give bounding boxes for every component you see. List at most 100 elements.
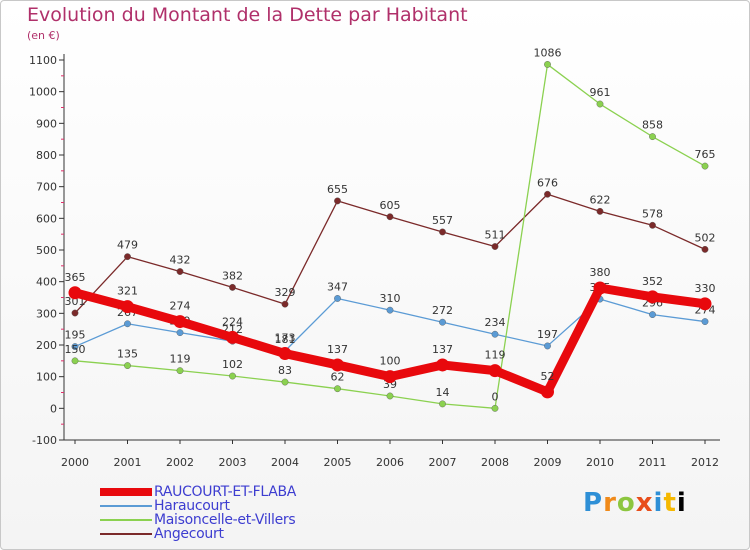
- data-point: [229, 372, 236, 380]
- y-tick-label: -100: [32, 434, 57, 447]
- y-tick-label: 700: [36, 181, 57, 194]
- chart-subtitle: (en €): [27, 29, 60, 42]
- data-label: 52: [541, 370, 555, 383]
- data-label: 137: [432, 343, 453, 356]
- data-label: 382: [222, 269, 243, 282]
- data-label: 83: [278, 364, 292, 377]
- y-tick-label: 600: [36, 212, 57, 225]
- y-tick-label: 1000: [29, 86, 57, 99]
- data-label: 119: [485, 349, 506, 362]
- data-label: 365: [65, 271, 86, 284]
- data-label: 352: [642, 275, 663, 288]
- data-point: [544, 61, 551, 68]
- data-label: 274: [170, 300, 191, 313]
- x-tick-label: 2002: [166, 456, 194, 469]
- data-point: [124, 362, 131, 369]
- data-point: [71, 309, 79, 317]
- data-label: 765: [695, 148, 716, 161]
- y-tick-label: 100: [36, 371, 57, 384]
- data-point: [229, 283, 236, 291]
- data-label: 330: [695, 282, 716, 295]
- x-tick-label: 2010: [586, 456, 614, 469]
- y-tick-label: 300: [36, 307, 57, 320]
- data-point: [701, 162, 709, 170]
- data-label: 195: [65, 329, 86, 342]
- data-point: [68, 286, 82, 300]
- data-point: [383, 370, 397, 384]
- data-point: [334, 295, 341, 302]
- data-point: [173, 315, 187, 329]
- data-label: 511: [485, 229, 506, 242]
- data-label: 605: [380, 199, 401, 212]
- data-point: [649, 221, 656, 229]
- x-tick-label: 2007: [429, 456, 457, 469]
- data-point: [701, 245, 709, 253]
- data-point: [491, 330, 499, 338]
- data-label: 173: [275, 332, 296, 345]
- data-point: [176, 329, 184, 337]
- data-point: [386, 213, 394, 221]
- x-tick-label: 2006: [376, 456, 404, 469]
- data-point: [121, 300, 134, 314]
- data-point: [439, 400, 446, 408]
- data-point: [71, 357, 79, 365]
- data-point: [649, 133, 656, 141]
- data-label: 557: [432, 214, 453, 227]
- data-label: 380: [590, 266, 611, 279]
- data-point: [488, 364, 502, 378]
- data-label: 858: [642, 119, 663, 132]
- data-point: [176, 268, 184, 275]
- data-label: 181: [275, 333, 296, 346]
- data-label: 197: [537, 328, 558, 341]
- data-label: 1086: [534, 46, 562, 59]
- legend-label: Angecourt: [154, 526, 224, 542]
- x-tick-label: 2011: [639, 456, 667, 469]
- data-point: [698, 297, 712, 311]
- data-label: 100: [380, 355, 401, 368]
- data-label: 329: [275, 286, 296, 299]
- data-point: [331, 358, 344, 372]
- series-0: 365 321 274 224 173 137 100 137 119 52 380 352 330: [65, 266, 716, 399]
- data-point: [439, 228, 446, 236]
- y-tick-label: 800: [36, 149, 57, 162]
- x-tick-label: 2003: [219, 456, 247, 469]
- legend-swatch: [100, 505, 152, 507]
- data-label: 14: [436, 386, 450, 399]
- data-point: [544, 342, 551, 350]
- legend-label: Haraucourt: [154, 498, 230, 514]
- data-point: [334, 197, 341, 205]
- data-point: [439, 318, 446, 326]
- data-label: 622: [590, 193, 611, 206]
- y-tick-label: 400: [36, 276, 57, 289]
- data-point: [593, 281, 607, 295]
- data-point: [281, 378, 289, 386]
- data-label: 135: [117, 348, 138, 361]
- proxiti-logo: Proxiti: [583, 488, 687, 518]
- data-point: [124, 253, 131, 261]
- data-point: [596, 207, 604, 215]
- data-point: [544, 190, 551, 198]
- data-label: 0: [492, 390, 499, 403]
- data-label: 150: [65, 343, 86, 356]
- data-label: 272: [432, 304, 453, 317]
- data-label: 479: [117, 239, 138, 252]
- data-label: 234: [485, 316, 506, 329]
- legend-swatch: [100, 519, 152, 521]
- data-label: 102: [222, 358, 243, 371]
- data-label: 62: [331, 371, 345, 384]
- data-point: [334, 385, 341, 393]
- data-label: 137: [327, 343, 348, 356]
- data-point: [71, 343, 79, 350]
- data-point: [649, 311, 656, 318]
- data-point: [436, 358, 449, 372]
- data-point: [278, 347, 292, 361]
- data-label: 321: [117, 285, 138, 298]
- y-tick-label: 0: [50, 402, 57, 415]
- data-label: 655: [327, 183, 348, 196]
- legend-label: Maisoncelle-et-Villers: [154, 512, 296, 528]
- y-tick-label: 200: [36, 339, 57, 352]
- x-tick-label: 2008: [481, 456, 509, 469]
- x-tick-label: 2012: [691, 456, 719, 469]
